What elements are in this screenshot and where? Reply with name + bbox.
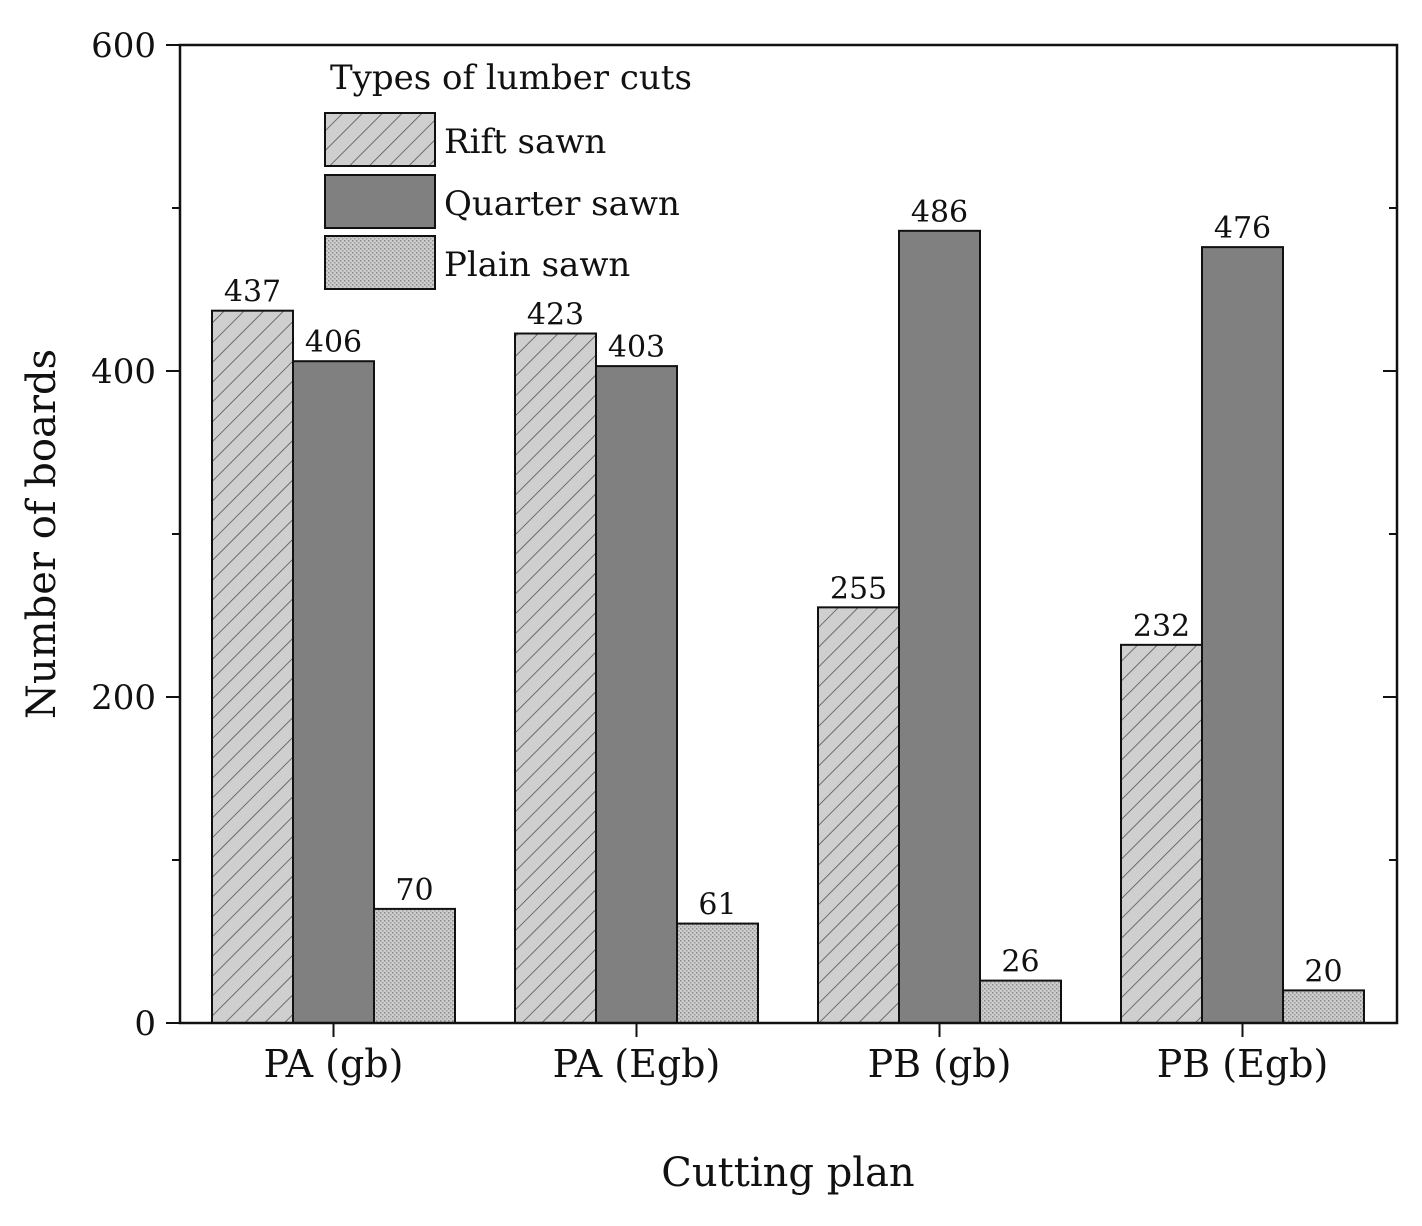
y-tick-label-400: 400: [91, 352, 156, 392]
value-label-rift-sawn-pa-gb: 437: [224, 275, 281, 310]
bar-plain-sawn-pa-gb: [373, 907, 456, 1025]
value-label-rift-sawn-pb-egb: 232: [1133, 609, 1190, 644]
value-label-quarter-sawn-pa-egb: 403: [608, 330, 665, 365]
bar-quarter-sawn-pa-egb: [595, 365, 678, 1024]
legend-label-plain-sawn: Plain sawn: [444, 245, 630, 285]
legend-label-quarter-sawn: Quarter sawn: [444, 184, 680, 224]
legend-title: Types of lumber cuts: [330, 58, 692, 98]
y-axis-title: Number of boards: [19, 349, 65, 719]
bar-plain-sawn-pb-egb: [1282, 989, 1365, 1025]
bar-plain-sawn-pb-gb: [979, 979, 1062, 1024]
x-axis-title: Cutting plan: [661, 1150, 914, 1196]
value-label-plain-sawn-pa-gb: 70: [395, 873, 433, 908]
x-tick-label-pb-gb: PB (gb): [868, 1042, 1012, 1086]
x-tick-label-pb-egb: PB (Egb): [1157, 1042, 1329, 1086]
legend-label-rift-sawn: Rift sawn: [444, 122, 606, 162]
x-tick-label-pa-egb: PA (Egb): [553, 1042, 721, 1086]
x-tick-label-pa-gb: PA (gb): [264, 1042, 404, 1086]
value-label-plain-sawn-pb-egb: 20: [1304, 954, 1342, 989]
value-label-quarter-sawn-pa-gb: 406: [305, 325, 362, 360]
ticks-layer: [166, 44, 1397, 1037]
y-tick-label-0: 0: [134, 1004, 156, 1044]
y-tick-label-600: 600: [91, 26, 156, 66]
bar-quarter-sawn-pa-gb: [292, 360, 375, 1025]
bar-quarter-sawn-pb-gb: [898, 229, 981, 1024]
bar-rift-sawn-pa-gb: [211, 309, 294, 1024]
tick-labels-layer: 0 200 400 600: [91, 26, 156, 1044]
value-label-rift-sawn-pa-egb: 423: [527, 298, 584, 333]
legend-swatch-quarter-sawn: [324, 174, 436, 229]
legend-swatch-rift-sawn: [324, 112, 436, 167]
legend-swatch-plain-sawn: [324, 235, 436, 290]
bar-rift-sawn-pb-egb: [1120, 643, 1203, 1025]
value-label-quarter-sawn-pb-gb: 486: [911, 195, 968, 230]
value-label-rift-sawn-pb-gb: 255: [830, 571, 887, 606]
bar-quarter-sawn-pb-egb: [1201, 246, 1284, 1024]
legend: Types of lumber cuts Rift sawn Quarter s…: [324, 58, 692, 290]
category-labels-layer: PA (gb) PA (Egb) PB (gb) PB (Egb): [264, 1042, 1329, 1086]
value-label-plain-sawn-pa-egb: 61: [698, 888, 736, 923]
bars-layer: [211, 229, 1365, 1025]
bar-rift-sawn-pa-egb: [514, 332, 597, 1024]
y-tick-label-200: 200: [91, 678, 156, 718]
bar-plain-sawn-pa-egb: [676, 922, 759, 1025]
value-labels-layer: 437 406 70 423 403 61 255 486 26 232 476 20: [224, 195, 1343, 990]
bar-rift-sawn-pb-gb: [817, 606, 900, 1024]
value-label-plain-sawn-pb-gb: 26: [1001, 945, 1039, 980]
value-label-quarter-sawn-pb-egb: 476: [1214, 211, 1271, 246]
